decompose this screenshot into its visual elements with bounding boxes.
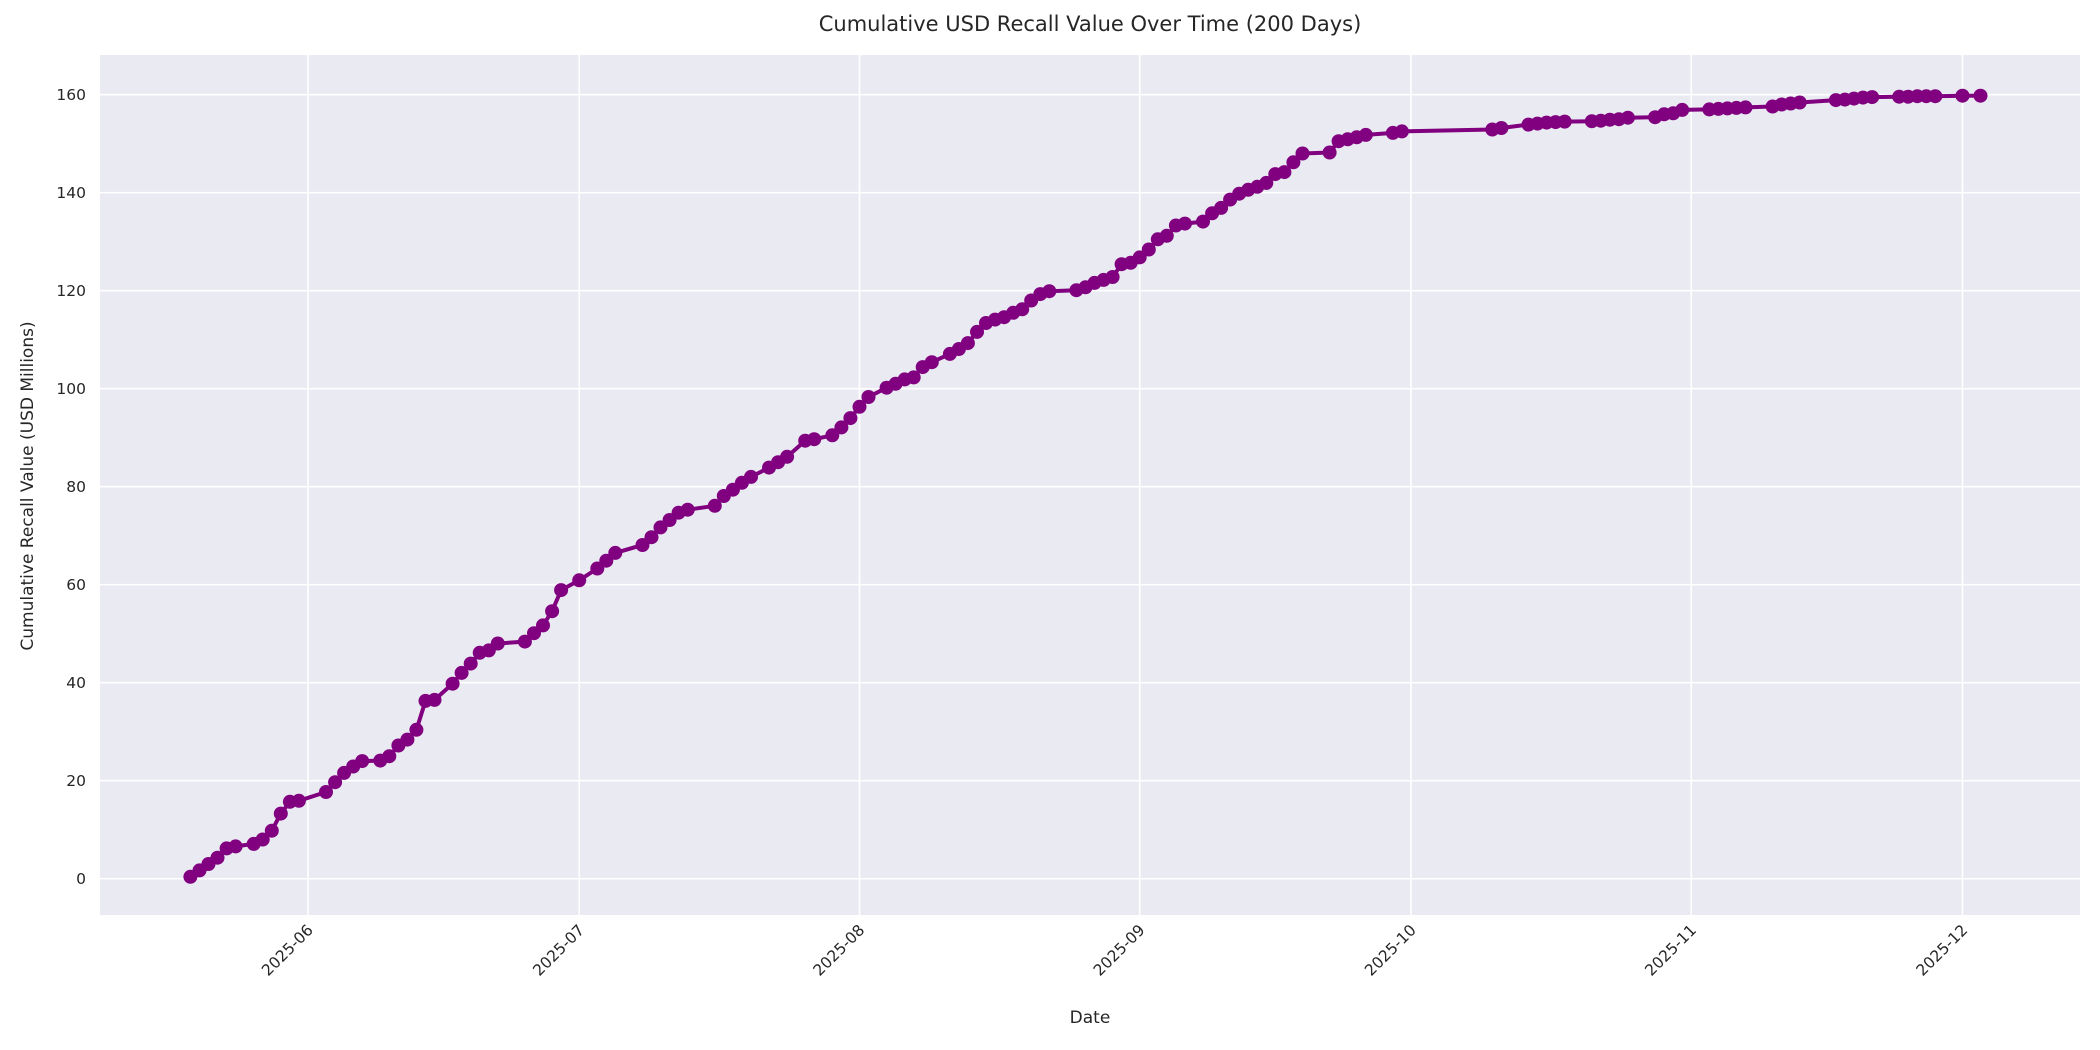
x-tick-label: 2025-06 — [258, 921, 317, 980]
data-point — [355, 754, 370, 769]
data-point — [1196, 214, 1210, 229]
data-point — [1865, 90, 1880, 105]
data-point — [1675, 102, 1690, 117]
data-point — [608, 545, 623, 560]
y-tick-label: 140 — [56, 184, 86, 202]
y-tick-label: 0 — [76, 870, 86, 888]
data-point — [843, 411, 858, 426]
data-point — [1015, 302, 1030, 317]
data-point — [834, 420, 849, 435]
y-tick-label: 80 — [66, 478, 86, 496]
data-point — [1955, 88, 1970, 103]
data-point — [517, 634, 532, 649]
data-point — [1792, 95, 1807, 110]
data-point — [707, 498, 722, 513]
x-tick-label: 2025-12 — [1913, 921, 1972, 980]
data-point — [1259, 175, 1274, 190]
data-point — [906, 370, 921, 385]
data-point — [1394, 124, 1409, 139]
chart-title: Cumulative USD Recall Value Over Time (2… — [818, 12, 1362, 36]
data-point — [1620, 110, 1635, 125]
data-point — [572, 573, 587, 588]
data-point — [960, 336, 975, 351]
data-point — [1177, 216, 1192, 231]
data-point — [400, 732, 415, 747]
data-point — [382, 749, 397, 764]
data-point — [255, 832, 270, 847]
data-point — [445, 676, 460, 691]
y-tick-label: 160 — [56, 86, 86, 104]
data-point — [273, 806, 288, 821]
plot-background — [100, 55, 2080, 915]
data-point — [924, 355, 939, 370]
data-point — [644, 530, 659, 545]
data-point — [1132, 250, 1147, 265]
y-tick-label: 100 — [56, 380, 86, 398]
data-point — [463, 656, 478, 671]
data-point — [490, 636, 505, 651]
x-axis-label: Date — [1069, 1008, 1111, 1028]
data-point — [1973, 88, 1988, 103]
x-tick-label: 2025-10 — [1361, 921, 1420, 980]
y-tick-label: 60 — [66, 576, 86, 594]
data-point — [409, 722, 424, 737]
data-point — [1928, 89, 1943, 104]
x-tick-label: 2025-08 — [810, 921, 869, 980]
y-tick-label: 40 — [66, 674, 86, 692]
x-tick-label: 2025-09 — [1090, 921, 1149, 980]
data-point — [545, 604, 560, 619]
data-point — [319, 785, 333, 799]
data-point — [852, 399, 867, 414]
data-point — [680, 502, 695, 517]
data-point — [1358, 127, 1373, 142]
data-point — [1286, 155, 1301, 170]
data-point — [970, 324, 984, 339]
data-point — [536, 618, 550, 633]
data-point — [1159, 228, 1174, 243]
data-point — [744, 469, 758, 484]
data-point — [861, 390, 876, 404]
data-point — [210, 850, 225, 865]
data-point — [454, 665, 469, 680]
data-point — [1042, 284, 1057, 299]
data-point — [328, 775, 343, 790]
data-point — [825, 428, 840, 443]
y-tick-label: 20 — [66, 772, 86, 790]
data-point — [1494, 121, 1509, 135]
data-point — [780, 449, 795, 464]
data-point — [1295, 146, 1310, 161]
data-point — [1105, 270, 1120, 284]
x-tick-label: 2025-11 — [1642, 921, 1701, 980]
y-tick-label: 120 — [56, 282, 86, 300]
data-point — [1322, 145, 1337, 160]
data-point — [1557, 114, 1572, 129]
data-point — [291, 793, 306, 808]
data-point — [228, 839, 243, 854]
data-point — [1738, 100, 1753, 115]
data-point — [427, 692, 442, 707]
data-point — [1141, 242, 1156, 257]
y-axis-label: Cumulative Recall Value (USD Millions) — [18, 321, 38, 651]
data-point — [1214, 200, 1229, 215]
data-point — [264, 823, 279, 838]
x-tick-label: 2025-07 — [529, 921, 588, 980]
data-point — [554, 583, 569, 598]
data-point — [1277, 165, 1292, 180]
data-point — [807, 432, 822, 447]
